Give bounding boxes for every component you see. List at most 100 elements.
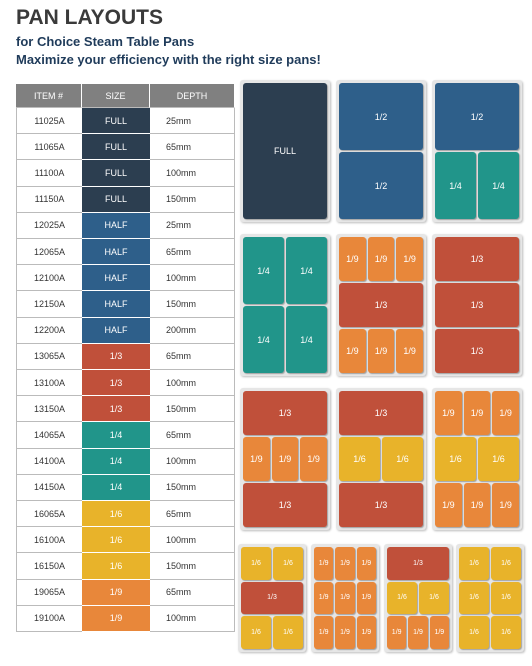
- column-header: DEPTH: [150, 84, 235, 108]
- pan: 1/4: [435, 152, 476, 219]
- pan: 1/3: [339, 483, 423, 527]
- pan: 1/6: [339, 437, 380, 481]
- pan: 1/9: [314, 616, 334, 649]
- pan: 1/4: [286, 306, 327, 373]
- table-cell: 14100A: [16, 448, 82, 475]
- table-cell: 16100A: [16, 527, 82, 554]
- pan: 1/2: [339, 83, 423, 150]
- size-cell: FULL: [82, 160, 150, 187]
- pan: 1/9: [367, 237, 395, 281]
- pan: 1/6: [241, 616, 271, 649]
- pan: 1/9: [356, 581, 376, 615]
- table-cell: 150mm: [150, 474, 235, 501]
- pan: 1/9: [314, 581, 334, 615]
- size-cell: 1/3: [82, 343, 150, 370]
- table-cell: 12025A: [16, 212, 82, 239]
- pan: 1/6: [387, 581, 417, 615]
- pan: 1/6: [382, 437, 423, 481]
- column-header: SIZE: [82, 84, 150, 108]
- size-cell: 1/9: [82, 605, 150, 632]
- pan: 1/6: [241, 547, 271, 580]
- pan: 1/9: [314, 547, 334, 580]
- size-cell: HALF: [82, 212, 150, 239]
- table-cell: 13150A: [16, 396, 82, 423]
- table-cell: 13065A: [16, 343, 82, 370]
- table-cell: 65mm: [150, 501, 235, 528]
- table-cell: 100mm: [150, 160, 235, 187]
- table-cell: 11150A: [16, 186, 82, 213]
- table-cell: 150mm: [150, 186, 235, 213]
- pan: 1/9: [335, 581, 355, 615]
- table: ITEM # SIZE DEPTH 11025A FULL 25mm 11065A FULL 6…: [16, 84, 235, 654]
- pan: 1/2: [435, 83, 519, 150]
- table-cell: 100mm: [150, 370, 235, 397]
- pan: 1/3: [435, 329, 519, 373]
- subtitle: for Choice Steam Table Pans: [16, 34, 195, 49]
- table-cell: 100mm: [150, 265, 235, 292]
- size-cell: 1/3: [82, 396, 150, 423]
- table-cell: 19100A: [16, 605, 82, 632]
- size-cell: FULL: [82, 108, 150, 135]
- size-cell: HALF: [82, 265, 150, 292]
- pan: 1/9: [396, 237, 423, 281]
- size-cell: 1/4: [82, 422, 150, 449]
- pan: 1/4: [286, 237, 327, 304]
- pan: 1/6: [478, 437, 519, 481]
- table-cell: 150mm: [150, 291, 235, 318]
- table-cell: 11025A: [16, 108, 82, 135]
- pan: 1/3: [339, 391, 423, 435]
- pan: 1/3: [243, 483, 327, 527]
- tagline: Maximize your efficiency with the right …: [16, 52, 321, 67]
- pan: 1/4: [243, 306, 284, 373]
- pan: 1/3: [435, 237, 519, 281]
- size-cell: 1/6: [82, 553, 150, 580]
- column-header: ITEM #: [16, 84, 82, 108]
- table-cell: 100mm: [150, 605, 235, 632]
- pan: 1/9: [335, 616, 355, 649]
- title: PAN LAYOUTS: [16, 6, 164, 29]
- pan: 1/9: [435, 391, 462, 435]
- pan: 1/6: [459, 547, 489, 580]
- table-cell: 150mm: [150, 396, 235, 423]
- table-cell: 65mm: [150, 422, 235, 449]
- size-cell: 1/4: [82, 448, 150, 475]
- table-cell: 12065A: [16, 239, 82, 266]
- pan: 1/9: [356, 547, 376, 580]
- table-cell: 65mm: [150, 134, 235, 161]
- size-cell: 1/4: [82, 474, 150, 501]
- table-cell: 13100A: [16, 370, 82, 397]
- table-cell: 100mm: [150, 527, 235, 554]
- pan: 1/9: [408, 616, 428, 649]
- pan: 1/9: [463, 391, 491, 435]
- pan: 1/9: [339, 237, 366, 281]
- size-cell: 1/9: [82, 579, 150, 606]
- table-cell: 19065A: [16, 579, 82, 606]
- pan: FULL: [243, 83, 327, 219]
- size-cell: FULL: [82, 134, 150, 161]
- table-cell: 200mm: [150, 317, 235, 344]
- pan: 1/9: [335, 547, 355, 580]
- pan: 1/9: [429, 616, 449, 649]
- pan: 1/2: [339, 152, 423, 219]
- pan: 1/9: [300, 437, 327, 481]
- pan: 1/9: [396, 329, 423, 373]
- size-cell: HALF: [82, 239, 150, 266]
- table-cell: 14150A: [16, 474, 82, 501]
- pan: 1/3: [243, 391, 327, 435]
- pan: 1/9: [435, 483, 462, 527]
- table-cell: 14065A: [16, 422, 82, 449]
- pan: 1/3: [339, 283, 423, 327]
- table-cell: 11100A: [16, 160, 82, 187]
- pan: 1/3: [387, 547, 449, 580]
- size-cell: FULL: [82, 186, 150, 213]
- pan: 1/6: [273, 547, 303, 580]
- table-cell: 16150A: [16, 553, 82, 580]
- table-cell: 25mm: [150, 212, 235, 239]
- table-cell: 16065A: [16, 501, 82, 528]
- table-cell: 12150A: [16, 291, 82, 318]
- table-cell: 65mm: [150, 343, 235, 370]
- pan: 1/9: [492, 483, 519, 527]
- pan: 1/4: [243, 237, 284, 304]
- size-cell: 1/3: [82, 370, 150, 397]
